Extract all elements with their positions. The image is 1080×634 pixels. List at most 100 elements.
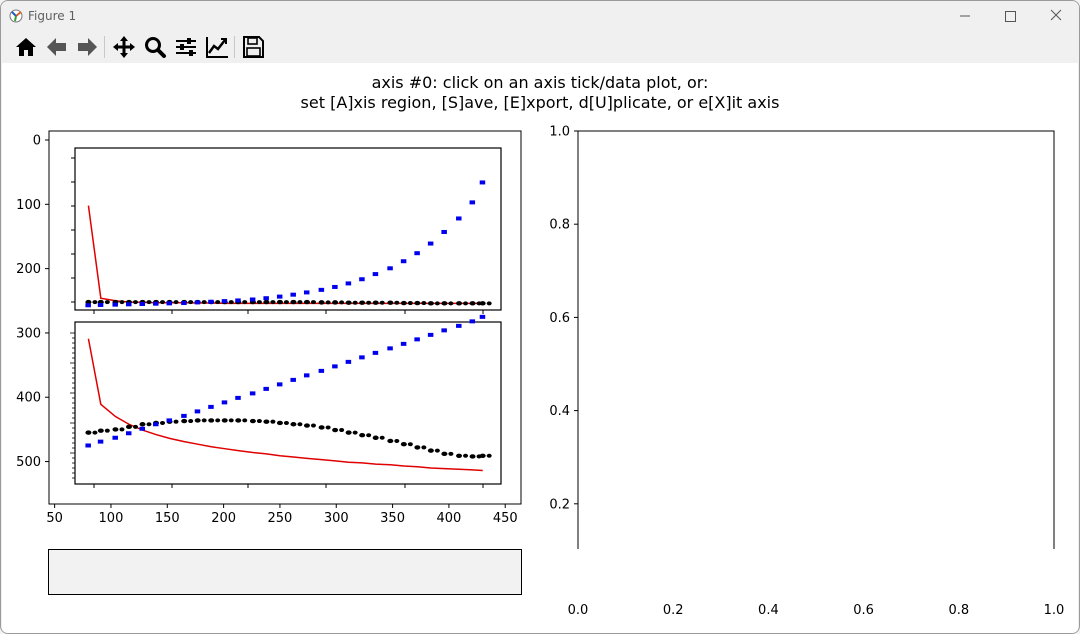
inset-bottom-blue-series-point	[441, 328, 447, 333]
inset-top-black-series-point	[463, 301, 469, 306]
inset-top-black-series-point	[303, 299, 310, 305]
inset-bottom-black-series-point	[290, 422, 297, 427]
left-axes[interactable]: 50 100 150 200 250 300 350 400 450 0 100 200 300 400 5…	[16, 130, 522, 526]
inset-bottom-blue-series-point	[427, 332, 434, 337]
sliders-icon	[176, 38, 196, 56]
right-axes[interactable]: 0.00.20.40.60.81.0	[549, 125, 1055, 550]
forward-button[interactable]	[74, 34, 100, 60]
inset-top-blue-series-point	[263, 296, 269, 301]
inset-bottom-blue-series-point	[97, 439, 104, 444]
inset-bottom-black-series-point	[366, 433, 372, 438]
inset-bottom-black-series-point	[339, 428, 345, 433]
inset-bottom-blue-series-point	[194, 409, 201, 414]
inset-bottom-black-series-point	[359, 432, 366, 438]
inset-top-black-series-point	[318, 300, 325, 305]
inset-top-blue-series-point	[456, 216, 462, 221]
inset-top-black-series-point	[407, 301, 413, 306]
inset-bottom-black-series-point	[297, 422, 303, 427]
y-tick-label: 500	[16, 455, 41, 470]
inset-bottom-blue-series-point	[345, 359, 352, 364]
inset-bottom-blue-series-point	[456, 323, 462, 328]
inset-bottom-blue-series-point	[332, 364, 338, 369]
home-button[interactable]	[13, 34, 39, 60]
inset-top-black-series-point	[379, 300, 385, 305]
matplotlib-app-icon	[9, 9, 23, 23]
inset-bottom-blue-series-point	[166, 418, 173, 423]
inset-top-black-series-point	[160, 300, 166, 305]
inset-top-black-series-point	[290, 299, 297, 305]
inset-top-blue-series-point	[85, 303, 91, 308]
customize-button[interactable]	[204, 34, 230, 60]
y-tick-label: 1.0	[549, 125, 570, 140]
figure-canvas[interactable]: axis #0: click on an axis tick/data plot…	[2, 63, 1078, 633]
inset-top-blue-series-point	[469, 200, 476, 205]
inset-bottom-blue-series-point	[372, 350, 379, 355]
maximize-icon	[1005, 11, 1016, 22]
inset-top-blue-series-point	[181, 301, 187, 306]
maximize-button[interactable]	[987, 1, 1033, 31]
inset-bottom-black-series-point	[112, 427, 119, 432]
inset-top-black-series-point	[394, 300, 400, 305]
inset-bottom-black-series-point	[201, 418, 207, 423]
y-tick-label: 0.6	[549, 311, 570, 326]
inset-bottom-black-series-point	[146, 422, 152, 427]
inset-bottom-blue-series-point	[387, 346, 393, 351]
inset-top-blue-series-point	[479, 180, 486, 185]
inset-top-blue-series-point	[318, 287, 325, 292]
inset-bottom-blue-series-point	[153, 422, 159, 427]
inset-bottom-black-series-point	[456, 453, 463, 458]
inset-top-blue-series-point	[153, 301, 159, 306]
inset-top-black-series-point	[359, 300, 366, 305]
inset-top-black-series-point	[479, 301, 486, 306]
inset-top-black-series-point	[283, 300, 289, 305]
inset-top-black-series-point	[104, 300, 110, 305]
y-tick-label: 0.8	[549, 218, 570, 233]
title-bar[interactable]: Figure 1	[1, 1, 1079, 31]
inset-bottom-black-series-point	[345, 430, 352, 435]
inset-top-black-series-point	[448, 301, 454, 306]
inset-bottom-blue-series-point	[263, 386, 269, 391]
inset-bottom-black-series-point	[486, 453, 492, 458]
inset-bottom-black-series-point	[448, 451, 454, 456]
inset-top-black-series-point	[421, 301, 427, 306]
pan-button[interactable]	[111, 34, 137, 60]
back-button[interactable]	[44, 34, 70, 60]
inset-bottom-blue-series-point	[208, 404, 214, 409]
configure-subplots-button[interactable]	[173, 34, 199, 60]
inset-bottom-black-series-point	[85, 430, 92, 435]
right-axes-frame	[577, 130, 1055, 549]
close-button[interactable]	[1033, 1, 1079, 31]
forward-arrow-icon	[78, 38, 97, 56]
inset-top-black-series-point	[400, 300, 407, 306]
inset-bottom-blue-series-point	[181, 413, 187, 418]
zoom-button[interactable]	[142, 34, 168, 60]
inset-top-black-series-point	[92, 300, 98, 305]
x-tick-label: 0.0	[567, 603, 589, 618]
inset-bottom-black-series-point	[372, 435, 379, 440]
inset-top-blue-series-point	[139, 301, 145, 306]
inset-top-frame	[74, 147, 502, 311]
move-icon	[113, 36, 135, 58]
inset-bottom-black-series-point	[249, 418, 256, 424]
inset-bottom-black-series-point	[270, 419, 276, 424]
inset-bottom-blue-series-point	[221, 400, 228, 405]
inset-top-blue-series-point	[359, 277, 365, 282]
minimize-button[interactable]	[941, 1, 987, 31]
inset-bottom-blue-series-point	[414, 337, 420, 342]
inset-top-blue-series-point	[345, 281, 352, 286]
x-tick-label: 0.2	[662, 603, 684, 618]
inset-bottom-blue-series-point	[400, 341, 407, 346]
figure-title-line-2: set [A]xis region, [S]ave, [E]xport, d[U…	[300, 93, 780, 112]
inset-bottom-black-series-point	[283, 420, 289, 425]
inset-top-blue-series-point	[166, 301, 173, 306]
inset-top-black-series-point	[263, 299, 270, 305]
inset-bottom-black-series-point	[221, 418, 228, 423]
text-input-box[interactable]	[48, 549, 522, 595]
figure-title-line-1: axis #0: click on an axis tick/data plot…	[371, 73, 709, 92]
inset-bottom-black-series-point	[208, 418, 215, 423]
x-tick-label: 450	[493, 511, 518, 526]
inset-top-blue-series-point	[303, 290, 310, 295]
left-axes-frame	[48, 130, 522, 505]
y-tick-label: 400	[16, 391, 41, 406]
save-button[interactable]	[240, 34, 266, 60]
